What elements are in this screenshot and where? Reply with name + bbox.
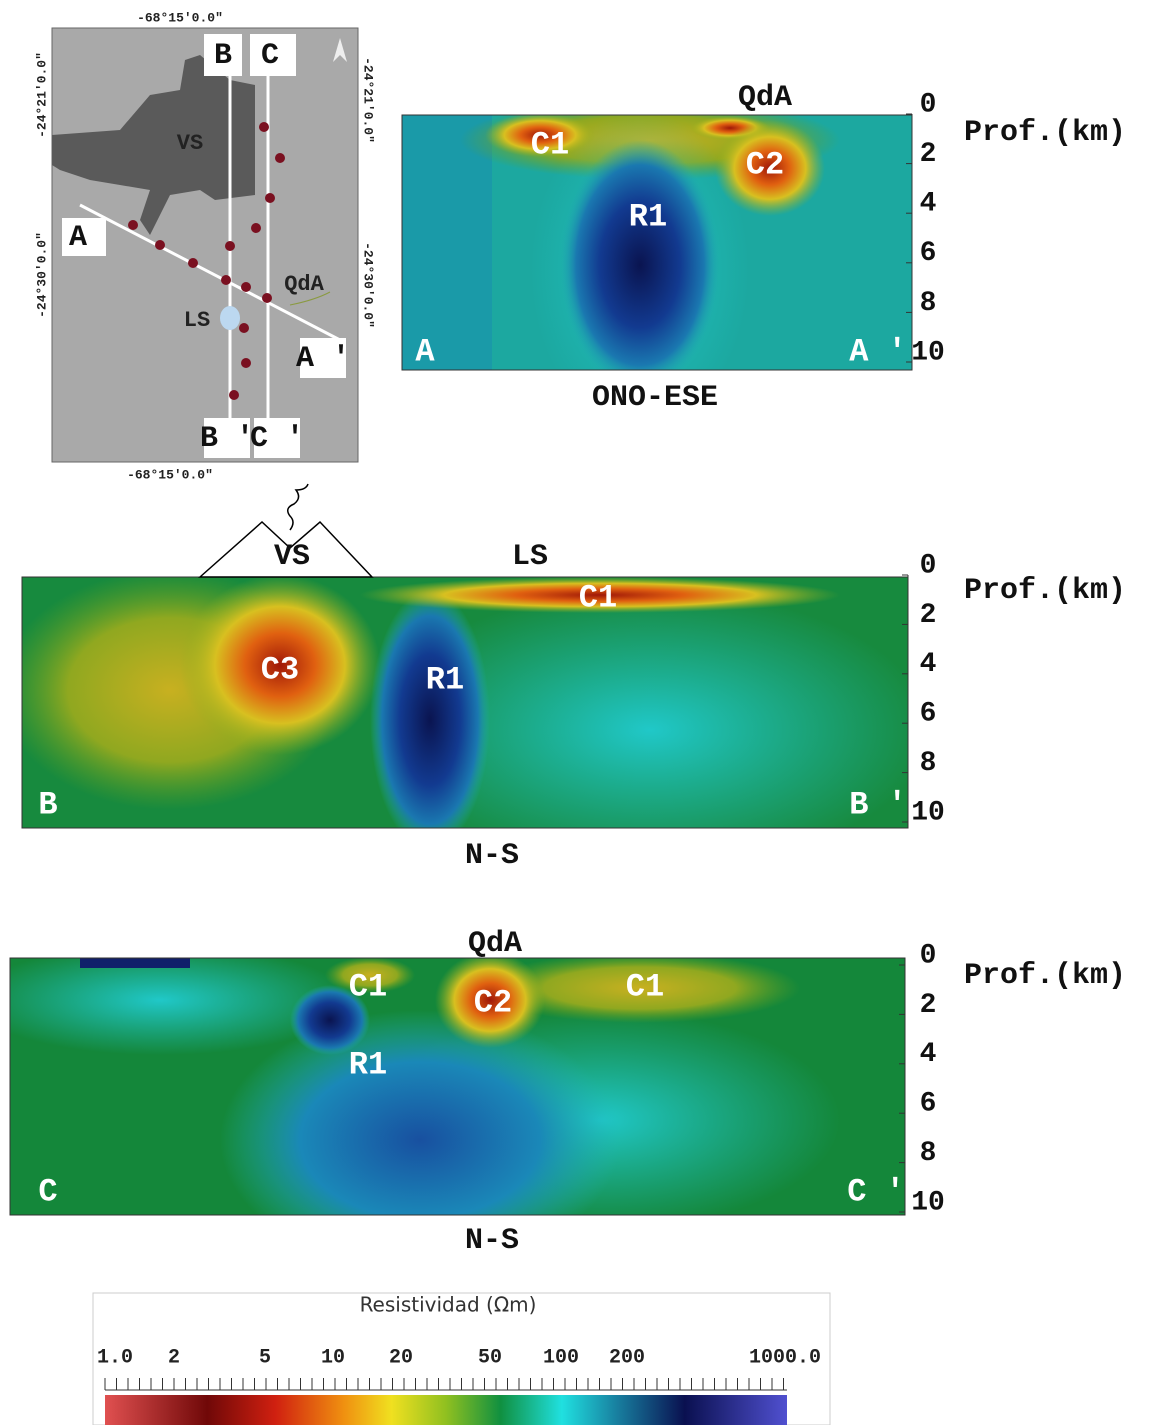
depth-tick-label: 0 bbox=[920, 89, 937, 120]
depth-tick-label: 6 bbox=[920, 699, 937, 730]
colorbar: Resistividad (Ωm) bbox=[92, 1292, 831, 1425]
anomaly-label: R1 bbox=[426, 661, 464, 698]
lat-label: -24°21′0.0″ bbox=[34, 52, 49, 138]
anomaly-label: R1 bbox=[629, 198, 667, 235]
anomaly-label: C1 bbox=[579, 579, 617, 616]
anomaly-label: C1 bbox=[349, 968, 387, 1005]
depth-tick-label: 8 bbox=[920, 1138, 937, 1169]
colorbar-tick-label: 10 bbox=[321, 1346, 345, 1369]
profile-end: A ' bbox=[849, 333, 907, 370]
section-bb: VS LS C3 R1 C1 B B ' N-S Prof.(km) bbox=[21, 483, 1126, 873]
anomaly-label: R1 bbox=[349, 1046, 387, 1083]
anomaly-label: C1 bbox=[531, 126, 569, 163]
anomaly-label: C2 bbox=[746, 146, 784, 183]
profile-end: B ' bbox=[200, 422, 254, 456]
depth-label: Prof.(km) bbox=[964, 116, 1126, 150]
colorbar-tick-label: 1.0 bbox=[97, 1346, 133, 1369]
colorbar-tick-label: 5 bbox=[259, 1346, 271, 1369]
profile-end: A bbox=[415, 333, 435, 370]
surface-label: QdA bbox=[468, 927, 522, 961]
profile-end: B bbox=[38, 786, 57, 823]
lon-label: -68°15′0.0″ bbox=[137, 10, 223, 25]
section-aa: C1 C2 R1 A A ' QdA ONO-ESE Prof.(km) bbox=[401, 81, 1126, 415]
depth-tick-label: 0 bbox=[920, 940, 937, 971]
depth-tick-label: 6 bbox=[920, 1089, 937, 1120]
place-label: VS bbox=[177, 131, 203, 156]
place-label: QdA bbox=[284, 272, 324, 297]
depth-tick-label: 4 bbox=[920, 649, 937, 680]
depth-label: Prof.(km) bbox=[964, 959, 1126, 993]
colorbar-tick-label: 2 bbox=[168, 1346, 180, 1369]
depth-tick-label: 10 bbox=[911, 797, 945, 828]
location-map: -68°15′0.0″ -68°15′0.0″ -24°21′0.0″ -24°… bbox=[34, 10, 375, 482]
lat-label: -24°30′0.0″ bbox=[34, 232, 49, 318]
depth-tick-label: 6 bbox=[920, 238, 937, 269]
depth-tick-label: 4 bbox=[920, 1039, 937, 1070]
depth-tick-label: 2 bbox=[920, 600, 937, 631]
depth-tick-label: 2 bbox=[920, 990, 937, 1021]
colorbar-tick-label: 1000.0 bbox=[749, 1346, 821, 1369]
depth-tick-label: 10 bbox=[911, 337, 945, 368]
profile-end: B bbox=[214, 39, 232, 73]
profile-end: C bbox=[38, 1173, 57, 1210]
section-title: N-S bbox=[465, 1224, 519, 1258]
section-title: ONO-ESE bbox=[592, 381, 718, 415]
profile-end: A ' bbox=[296, 342, 350, 376]
surface-label: LS bbox=[512, 540, 548, 574]
place-label: LS bbox=[184, 308, 210, 333]
surface-label: QdA bbox=[738, 81, 792, 115]
profile-end: B ' bbox=[849, 786, 907, 823]
colorbar-tick-label: 20 bbox=[389, 1346, 413, 1369]
depth-label: Prof.(km) bbox=[964, 574, 1126, 608]
lat-label: -24°30′0.0″ bbox=[361, 242, 376, 328]
anomaly-label: C2 bbox=[474, 984, 512, 1021]
depth-tick-label: 2 bbox=[920, 139, 937, 170]
surface-label: VS bbox=[274, 540, 310, 574]
colorbar-tick-label: 100 bbox=[543, 1346, 579, 1369]
lon-label: -68°15′0.0″ bbox=[127, 467, 213, 482]
colorbar-tick-label: 50 bbox=[478, 1346, 502, 1369]
depth-tick-label: 8 bbox=[920, 748, 937, 779]
depth-tick-label: 0 bbox=[920, 550, 937, 581]
depth-tick-label: 4 bbox=[920, 189, 937, 220]
section-cc: QdA C1 C2 C1 R1 C C ' N-S Prof.(km) bbox=[9, 927, 1126, 1258]
colorbar-tick-label: 200 bbox=[609, 1346, 645, 1369]
section-title: N-S bbox=[465, 839, 519, 873]
profile-end: A bbox=[69, 221, 87, 255]
depth-tick-label: 10 bbox=[911, 1187, 945, 1218]
profile-end: C ' bbox=[847, 1173, 905, 1210]
profile-end: C bbox=[261, 39, 279, 73]
lat-label: -24°21′0.0″ bbox=[361, 57, 376, 143]
profile-end: C ' bbox=[250, 422, 304, 456]
depth-tick-label: 8 bbox=[920, 288, 937, 319]
colorbar-title: Resistividad (Ωm) bbox=[360, 1293, 537, 1317]
anomaly-label: C1 bbox=[626, 968, 664, 1005]
anomaly-label: C3 bbox=[261, 651, 299, 688]
